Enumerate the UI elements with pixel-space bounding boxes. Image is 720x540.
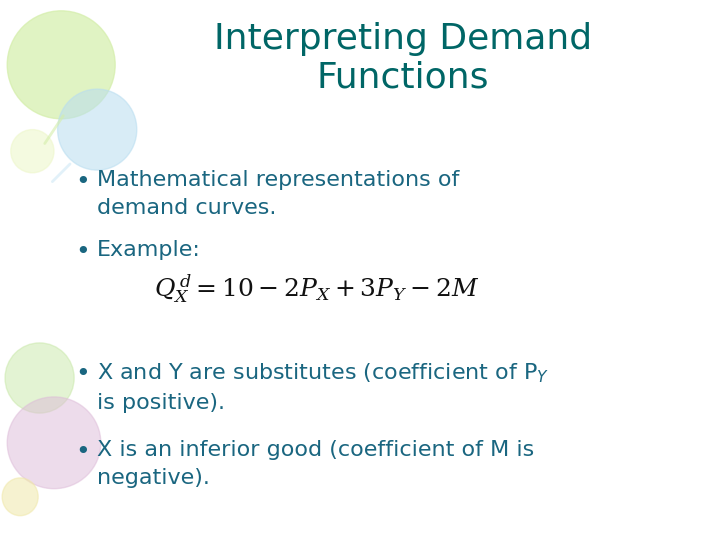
Text: X is an inferior good (coefficient of M is
negative).: X is an inferior good (coefficient of M … — [97, 440, 534, 488]
Text: Example:: Example: — [97, 240, 201, 260]
Text: Mathematical representations of
demand curves.: Mathematical representations of demand c… — [97, 170, 459, 218]
Text: •: • — [76, 170, 90, 194]
Text: •: • — [76, 440, 90, 464]
Text: •: • — [76, 362, 90, 386]
Ellipse shape — [7, 11, 115, 119]
Text: X and Y are substitutes (coefficient of P$_Y$
is positive).: X and Y are substitutes (coefficient of … — [97, 362, 549, 414]
Ellipse shape — [2, 478, 38, 516]
Ellipse shape — [5, 343, 74, 413]
Text: •: • — [76, 240, 90, 264]
Text: $Q_X^{\,d} = 10 - 2P_X + 3P_Y - 2M$: $Q_X^{\,d} = 10 - 2P_X + 3P_Y - 2M$ — [154, 273, 480, 306]
Ellipse shape — [11, 130, 54, 173]
Text: Interpreting Demand
Functions: Interpreting Demand Functions — [214, 22, 593, 95]
Ellipse shape — [7, 397, 101, 489]
Ellipse shape — [58, 89, 137, 170]
